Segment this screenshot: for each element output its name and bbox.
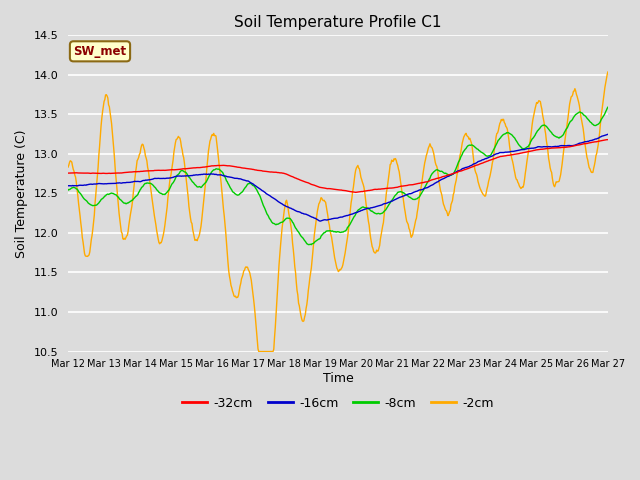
X-axis label: Time: Time: [323, 372, 353, 385]
Title: Soil Temperature Profile C1: Soil Temperature Profile C1: [234, 15, 442, 30]
Text: SW_met: SW_met: [74, 45, 127, 58]
Legend: -32cm, -16cm, -8cm, -2cm: -32cm, -16cm, -8cm, -2cm: [177, 392, 499, 415]
Y-axis label: Soil Temperature (C): Soil Temperature (C): [15, 129, 28, 258]
